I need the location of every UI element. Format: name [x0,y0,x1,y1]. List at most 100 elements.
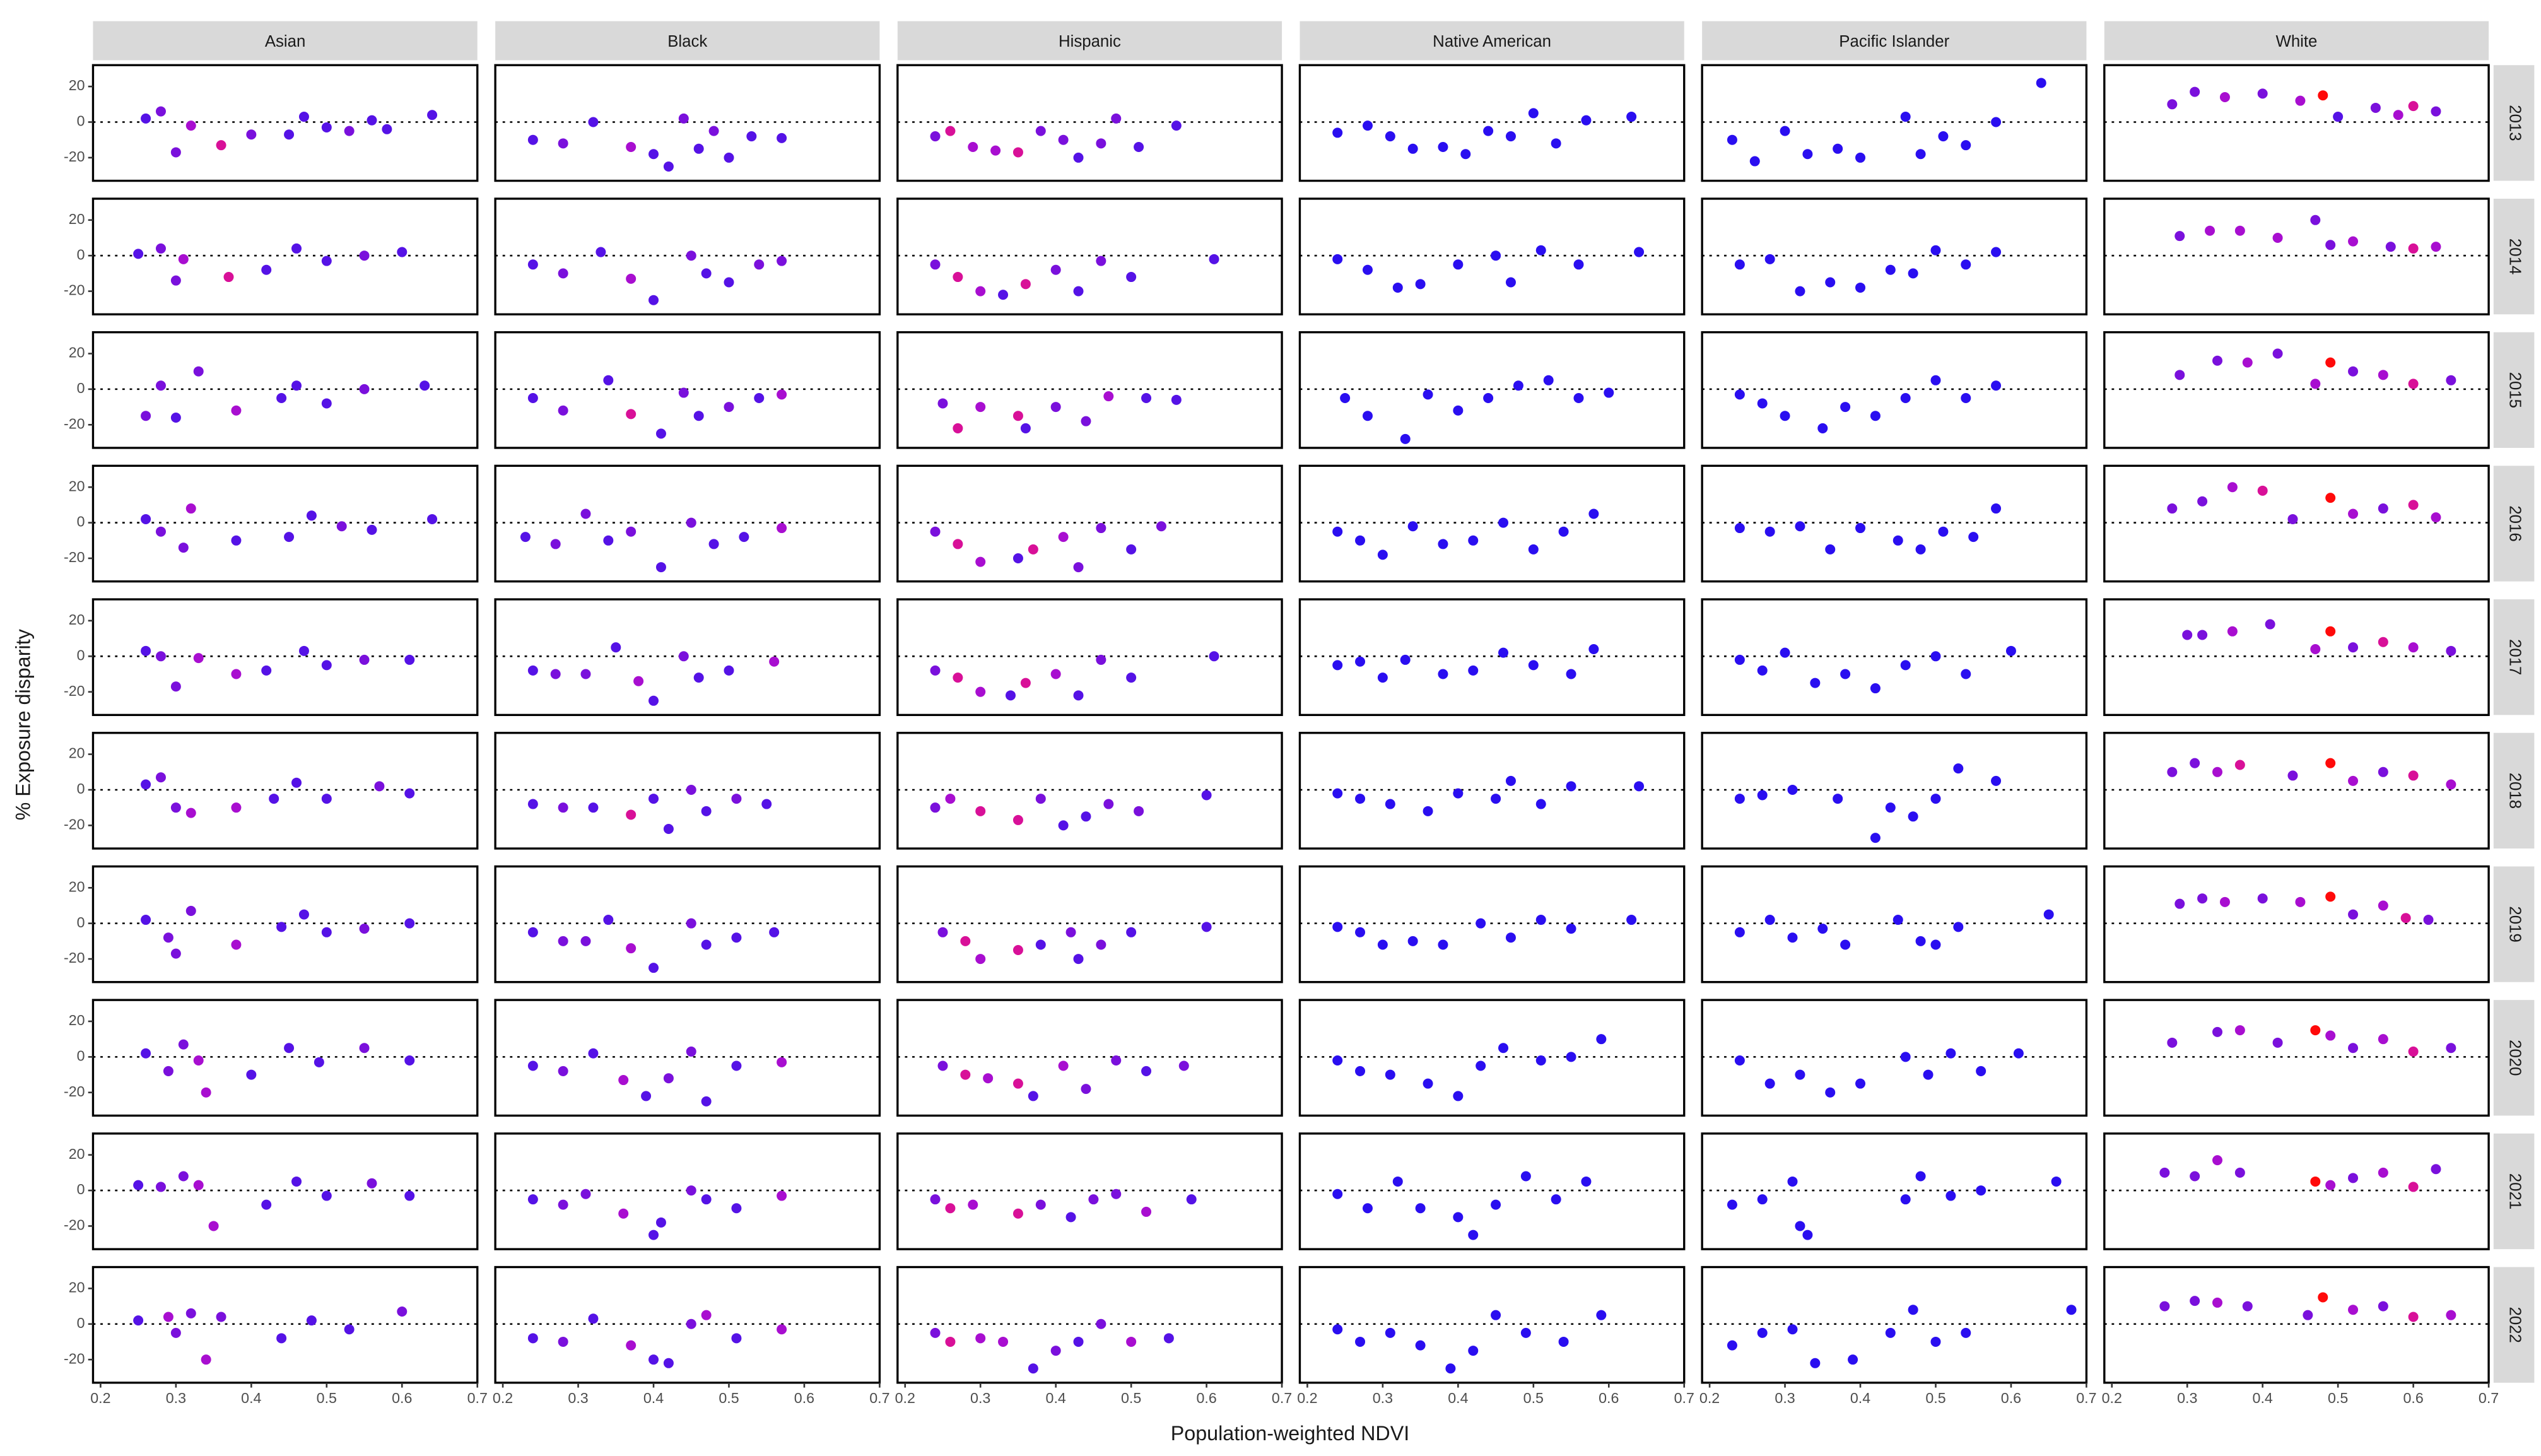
point [1938,526,1949,537]
facet-strip [2493,599,2535,715]
panel [896,464,1283,583]
point [261,1199,272,1210]
point [580,1189,591,1199]
point [1855,282,1866,293]
panel-border [1701,598,2088,717]
point [1332,660,1343,671]
point [655,1217,666,1228]
facet-strip [2493,866,2535,982]
panel [91,1132,479,1250]
panel-background [897,732,1282,849]
point [298,645,309,656]
point [626,809,637,820]
x-tick-label: 0.7 [1674,1390,1694,1406]
panel-background [2104,599,2489,715]
y-tick-label: 0 [77,246,85,262]
point [2446,1310,2456,1320]
point [2446,645,2456,656]
point [678,113,689,124]
point [155,651,166,662]
point [1065,1212,1076,1223]
point [1012,147,1023,158]
point [2333,112,2344,122]
point [2310,1176,2321,1187]
point [2408,770,2419,781]
point [321,794,332,804]
point [359,250,370,261]
point [2400,913,2411,924]
panel-border [1298,464,1686,583]
panel-border [2103,865,2490,983]
point [1596,1034,1607,1045]
point [321,398,332,409]
point [231,802,242,813]
facet-label: 2014 [2506,238,2523,274]
point [291,777,302,788]
point [1825,277,1836,288]
x-tick-label: 0.3 [970,1390,990,1406]
point [777,523,787,534]
panel-border [2103,464,2490,583]
panel [1701,1265,2088,1384]
y-tick-label: 20 [69,211,85,227]
point [1058,1060,1069,1071]
x-tick-label: 0.4 [643,1390,664,1406]
panel-background [2104,1267,2489,1383]
point [2272,232,2283,244]
point [2431,106,2441,117]
point [731,1333,742,1344]
panel-border [1701,331,2088,449]
panel-background [1702,466,2087,582]
point [2393,110,2403,120]
facet-label: Asian [265,33,306,50]
x-axis-label: Population-weighted NDVI [1171,1422,1409,1445]
facet-strip [2493,1133,2535,1250]
point [953,272,963,283]
point [1810,1358,1821,1368]
point [678,651,689,662]
point [1058,134,1069,145]
panel-border [494,865,881,983]
panel [1701,999,2088,1117]
point [626,526,637,537]
x-tick-label: 0.2 [1699,1390,1720,1406]
point [1870,833,1881,843]
panel [494,1132,881,1250]
point [2348,236,2359,247]
point [1096,523,1106,534]
panel [91,331,479,449]
point [2310,644,2321,655]
point [1035,126,1046,136]
point [1362,411,1373,421]
point [701,939,712,950]
point [2043,909,2054,920]
facet-strip [897,21,1282,61]
point [1991,775,2002,786]
point [527,392,538,403]
point [2212,766,2223,777]
point [2446,375,2456,385]
point [1915,936,1926,946]
point [231,939,242,950]
panel-border [2103,64,2490,182]
x-tick-label: 0.3 [568,1390,588,1406]
point [185,120,196,131]
point [1634,781,1645,792]
point [663,1073,674,1084]
point [201,1087,211,1098]
panel [494,598,881,717]
point [655,428,666,439]
point [1081,811,1091,822]
point [2348,909,2359,920]
point [2325,357,2336,368]
x-tick-label: 0.3 [1775,1390,1795,1406]
y-tick-label: -20 [64,148,85,165]
point [1012,814,1023,825]
point [344,126,355,136]
point [1923,1069,1934,1080]
point [2310,379,2321,389]
panel-background [2104,65,2489,181]
point [1134,806,1144,816]
point [185,905,196,916]
